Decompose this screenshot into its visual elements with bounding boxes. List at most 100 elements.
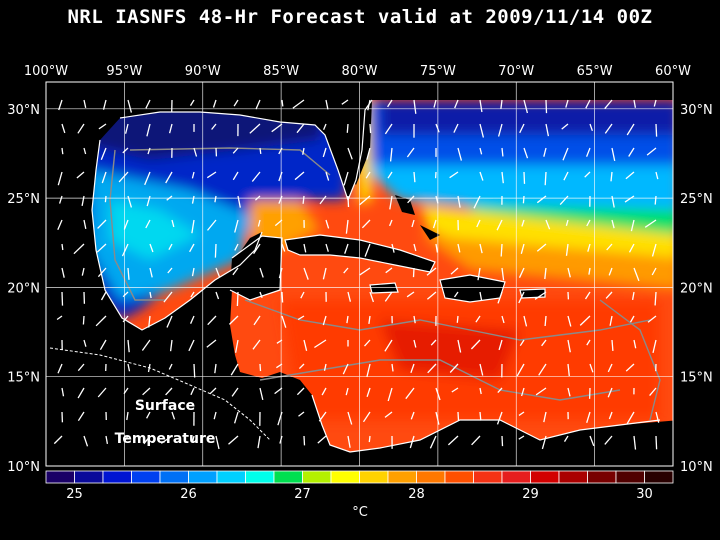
current-vector xyxy=(611,147,616,162)
current-vector xyxy=(536,243,547,252)
current-vector xyxy=(407,195,415,204)
current-vector xyxy=(655,123,658,137)
current-vector xyxy=(341,99,349,105)
current-vector xyxy=(122,147,129,154)
current-vector xyxy=(413,315,416,324)
current-vector xyxy=(212,99,217,108)
current-vector xyxy=(215,435,220,450)
annotation-surface: Surface xyxy=(135,398,195,414)
colorbar-swatch xyxy=(416,470,446,484)
current-vector xyxy=(206,171,217,179)
current-vector xyxy=(215,267,221,278)
current-vector xyxy=(281,99,284,107)
colorbar-unit: °C xyxy=(352,505,368,520)
current-vector xyxy=(259,387,264,401)
current-vector xyxy=(123,219,129,230)
current-vector xyxy=(77,411,85,422)
colorbar-swatch xyxy=(102,470,132,484)
current-vector xyxy=(303,339,308,351)
current-vector xyxy=(292,99,305,109)
current-vector xyxy=(479,147,483,155)
current-vector xyxy=(369,291,375,303)
current-vector xyxy=(406,291,415,298)
current-vector xyxy=(520,387,525,397)
current-vector xyxy=(146,411,151,419)
current-vector xyxy=(57,171,63,186)
current-vector xyxy=(127,363,131,372)
current-vector xyxy=(146,195,151,207)
current-vector xyxy=(479,243,483,254)
current-vector xyxy=(519,339,525,347)
current-vector xyxy=(545,99,548,114)
current-vector xyxy=(146,123,151,137)
current-vector xyxy=(167,267,173,274)
current-vector xyxy=(278,171,283,182)
current-vector xyxy=(259,363,262,372)
current-vector xyxy=(211,123,217,130)
annotation-temperature: Temperature xyxy=(115,431,216,447)
current-vector xyxy=(451,387,459,393)
current-vector xyxy=(214,363,217,374)
colorbar-swatch xyxy=(330,470,360,484)
current-vector xyxy=(518,291,525,304)
current-vector xyxy=(105,435,109,445)
current-vector xyxy=(479,411,482,421)
current-vector xyxy=(259,267,264,278)
current-vector xyxy=(322,315,327,326)
current-vector xyxy=(391,243,395,253)
current-vector xyxy=(541,339,547,347)
current-vector xyxy=(318,411,327,422)
current-vector xyxy=(83,339,87,347)
current-vector xyxy=(518,435,525,440)
current-vector xyxy=(501,147,504,157)
current-vector xyxy=(584,291,591,300)
current-vector xyxy=(518,411,525,416)
current-vector xyxy=(611,219,615,229)
map-title: NRL IASNFS 48-Hr Forecast valid at 2009/… xyxy=(67,6,653,28)
colorbar-tick: 26 xyxy=(180,487,197,502)
current-vector xyxy=(429,435,437,449)
current-vector xyxy=(171,411,176,420)
current-vector xyxy=(296,387,305,396)
current-vector xyxy=(562,147,569,161)
current-vector xyxy=(145,99,151,109)
current-vector xyxy=(519,123,525,134)
current-vector xyxy=(588,267,591,275)
current-vector xyxy=(470,339,481,350)
current-vector xyxy=(145,219,151,229)
current-vector xyxy=(567,363,570,377)
lat-label-left: 25°N xyxy=(7,192,40,207)
current-vector xyxy=(302,195,305,204)
current-vector xyxy=(148,315,151,328)
current-vector xyxy=(233,411,239,424)
current-vector xyxy=(81,195,85,207)
current-vector xyxy=(365,171,371,179)
current-vector xyxy=(83,435,89,447)
current-vector xyxy=(410,411,415,420)
current-vector xyxy=(191,435,195,443)
current-vector xyxy=(191,171,195,179)
lon-label: 80°W xyxy=(342,64,378,79)
current-vector xyxy=(171,219,175,228)
current-vector xyxy=(190,315,195,324)
current-vector xyxy=(95,315,107,327)
lon-label: 75°W xyxy=(420,64,456,79)
current-vector xyxy=(77,363,85,372)
current-vector xyxy=(278,267,283,279)
current-vector xyxy=(100,291,107,301)
current-vector xyxy=(188,339,195,352)
current-vector xyxy=(168,243,173,251)
current-vector xyxy=(344,243,349,254)
current-vector xyxy=(57,363,63,374)
current-vector xyxy=(83,219,87,230)
current-vector xyxy=(281,291,284,303)
current-vector xyxy=(479,387,482,395)
current-vector xyxy=(58,195,63,204)
current-vector xyxy=(77,387,85,399)
current-vector xyxy=(255,99,261,110)
current-vector xyxy=(56,315,63,321)
current-vector xyxy=(501,435,504,447)
lon-label: 60°W xyxy=(655,64,691,79)
current-vector xyxy=(608,411,613,420)
